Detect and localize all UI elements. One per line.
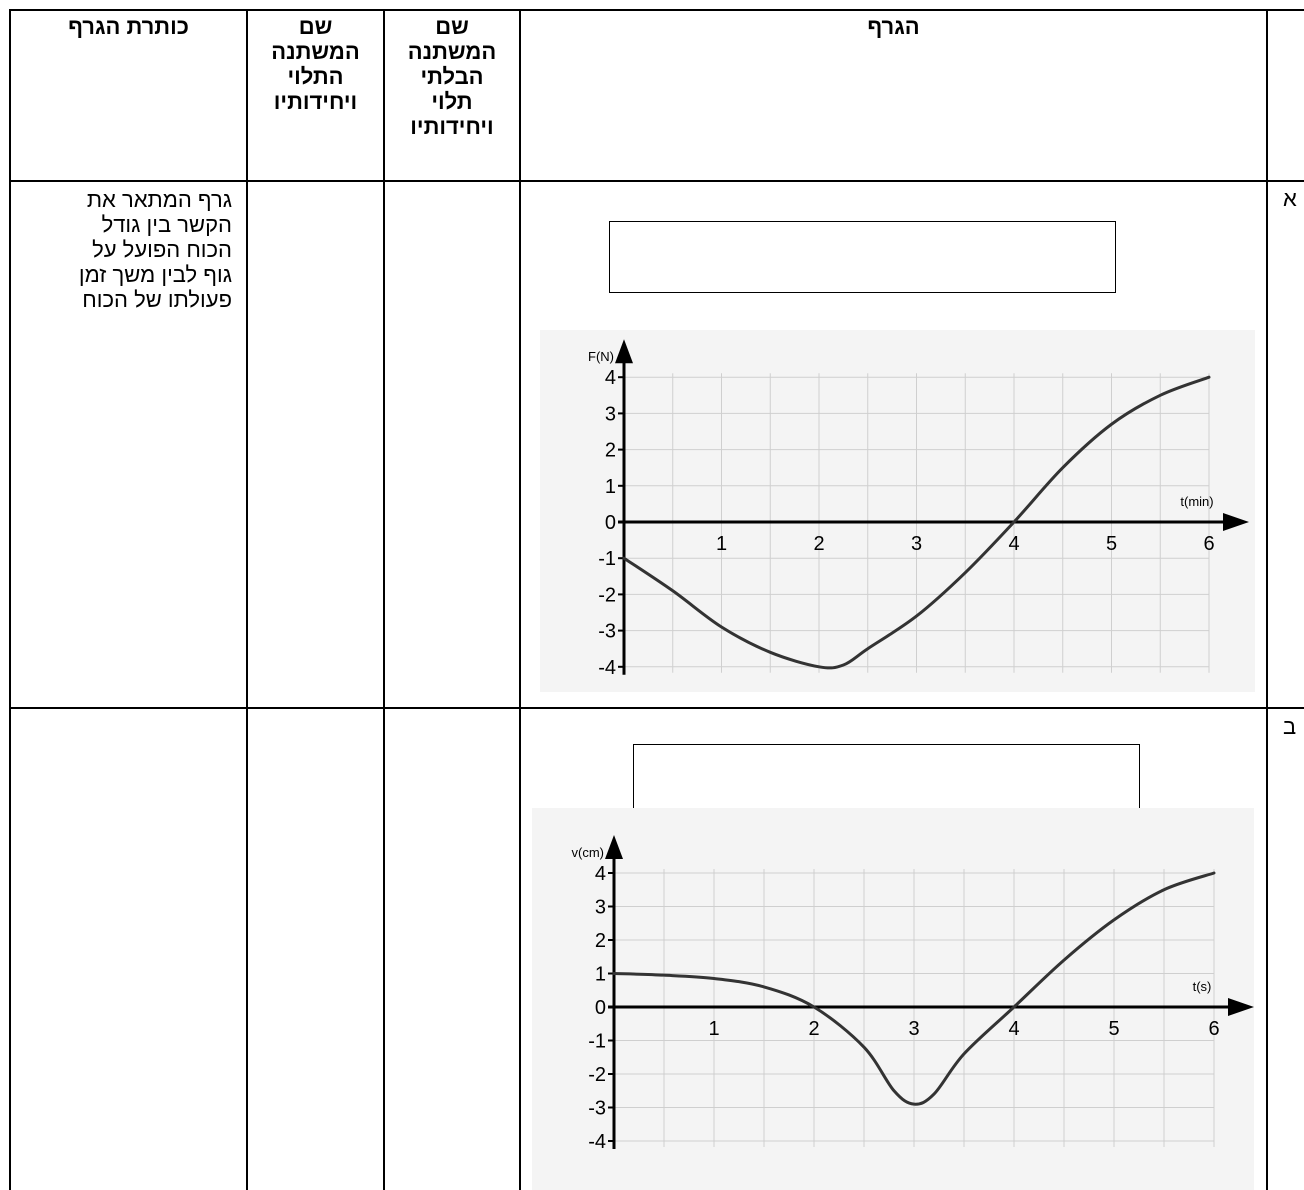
row-description-line: פעולתו של הכוח xyxy=(82,287,232,312)
graph-title-answer-box[interactable] xyxy=(633,744,1140,818)
x-axis-label: t(min) xyxy=(1180,494,1213,509)
row-description-line: הכוח הפועל על xyxy=(92,237,232,262)
x-tick-label: 5 xyxy=(1108,1018,1119,1040)
y-tick-label: -1 xyxy=(598,548,616,570)
y-axis-arrow xyxy=(615,339,633,364)
header-independent-variable: שם המשתנה הבלתי תלוי ויחידותיו xyxy=(385,14,519,139)
x-tick-label: 3 xyxy=(911,533,922,555)
x-tick-label: 4 xyxy=(1008,533,1019,555)
y-axis-arrow xyxy=(605,835,623,859)
y-tick-label: -1 xyxy=(588,1031,606,1053)
y-tick-label: -2 xyxy=(598,584,616,606)
row-description-line: גוף לבין משך זמן xyxy=(78,262,232,287)
x-axis-arrow xyxy=(1228,998,1254,1016)
y-tick-label: -3 xyxy=(588,1098,606,1120)
table-column-divider xyxy=(383,9,385,1190)
x-tick-label: 1 xyxy=(716,533,727,555)
y-tick-label: 0 xyxy=(605,512,616,534)
table-column-divider xyxy=(246,9,248,1190)
y-tick-label: 2 xyxy=(605,440,616,462)
y-tick-label: -4 xyxy=(588,1131,606,1153)
y-tick-label: -3 xyxy=(598,621,616,643)
y-tick-label: 4 xyxy=(605,367,616,389)
velocity-time-chart: 4 3 2 1 0 -1 -2 -3 -4 1 2 3 4 5 6 v(cm) t(s) xyxy=(532,808,1254,1190)
y-tick-label: -4 xyxy=(598,657,616,679)
data-series-line xyxy=(612,871,1216,1106)
x-axis-label: t(s) xyxy=(1193,979,1212,994)
y-tick-label: 1 xyxy=(595,964,606,986)
data-series-line xyxy=(622,375,1211,670)
x-tick-label: 2 xyxy=(813,533,824,555)
header-dependent-variable: שם המשתנה התלוי ויחידותיו xyxy=(248,14,383,114)
table-border-left xyxy=(9,9,11,1190)
x-tick-label: 3 xyxy=(908,1018,919,1040)
y-axis-label: v(cm) xyxy=(572,845,605,860)
x-tick-label: 6 xyxy=(1203,533,1214,555)
header-graph-title: כותרת הגרף xyxy=(11,14,246,39)
y-tick-label: 1 xyxy=(605,476,616,498)
row-description-line: גרף המתאר את xyxy=(86,187,232,212)
x-tick-label: 4 xyxy=(1008,1018,1019,1040)
header-text-line: התלוי xyxy=(287,64,344,89)
header-text-line: ויחידותיו xyxy=(410,114,494,139)
header-graph: הגרף xyxy=(521,14,1266,39)
row-tag: א xyxy=(1283,186,1297,211)
table-border-top xyxy=(9,9,1304,11)
graph-title-answer-box[interactable] xyxy=(609,221,1116,293)
row-description: גרף המתאר את הקשר בין גודל הכוח הפועל על… xyxy=(14,187,232,312)
y-tick-label: 2 xyxy=(595,930,606,952)
header-text-line: הבלתי xyxy=(420,64,484,89)
header-text-line: המשתנה xyxy=(271,39,360,64)
x-axis-arrow xyxy=(1223,513,1249,531)
plot-background xyxy=(540,330,1255,692)
y-tick-label: 3 xyxy=(605,403,616,425)
y-tick-label: 0 xyxy=(595,997,606,1019)
table-column-divider xyxy=(1266,9,1268,1190)
y-tick-label: 4 xyxy=(595,863,606,885)
x-tick-label: 5 xyxy=(1106,533,1117,555)
x-tick-label: 2 xyxy=(808,1018,819,1040)
plot-background xyxy=(532,808,1254,1190)
table-header-divider xyxy=(9,180,1304,182)
y-tick-label: -2 xyxy=(588,1064,606,1086)
x-tick-label: 1 xyxy=(708,1018,719,1040)
header-text-line: המשתנה xyxy=(407,39,497,64)
y-axis-label: F(N) xyxy=(588,349,614,364)
header-text-line: ויחידותיו xyxy=(273,89,358,114)
header-graph-title-text: כותרת הגרף xyxy=(68,14,189,39)
force-time-chart: 4 3 2 1 0 -1 -2 -3 -4 1 2 3 4 5 6 F(N) t(min) xyxy=(540,330,1255,692)
header-text-line: תלוי xyxy=(431,89,473,114)
header-graph-text: הגרף xyxy=(867,14,920,39)
table-column-divider xyxy=(519,9,521,1190)
header-text-line: שם xyxy=(435,14,469,39)
header-text-line: שם xyxy=(298,14,333,39)
table-row-divider xyxy=(9,707,1304,709)
row-tag: ב xyxy=(1283,714,1297,739)
row-description-line: הקשר בין גודל xyxy=(101,212,232,237)
y-tick-label: 3 xyxy=(595,897,606,919)
x-tick-label: 6 xyxy=(1208,1018,1219,1040)
